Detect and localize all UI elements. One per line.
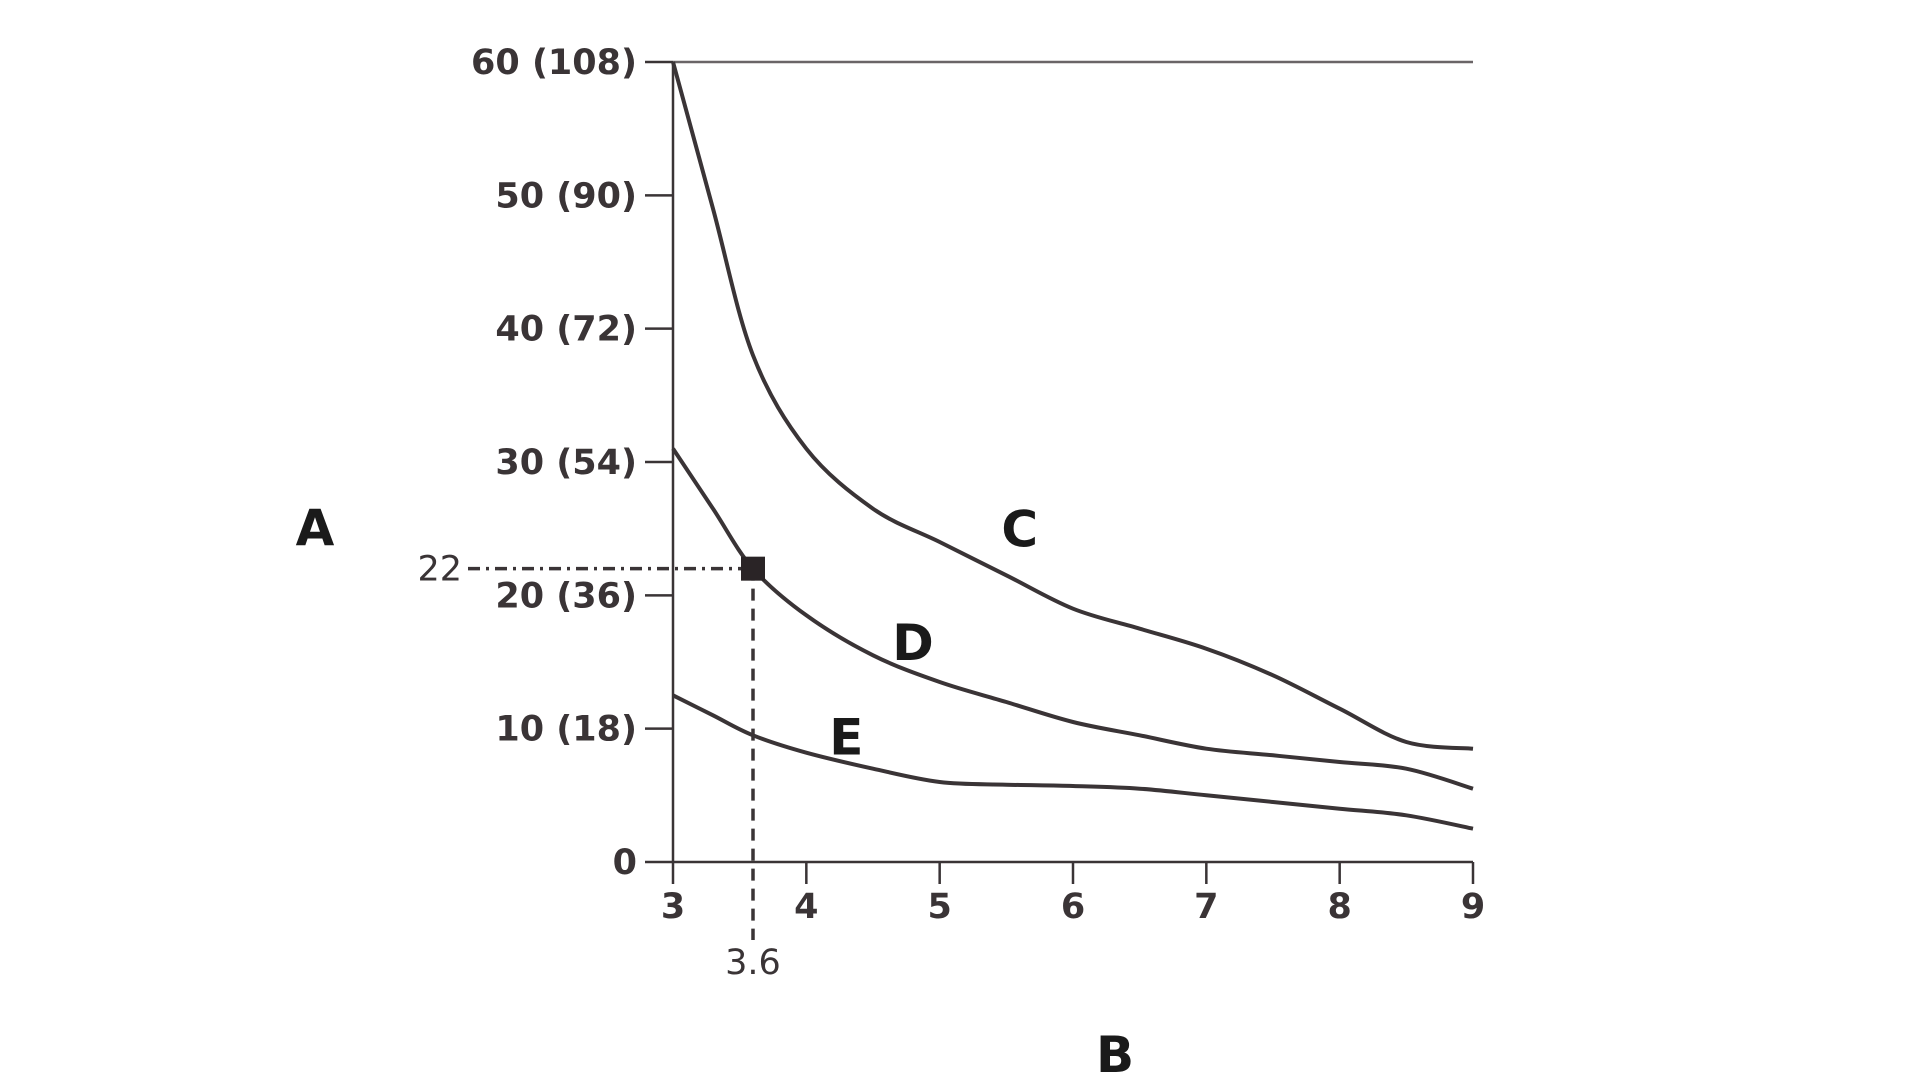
annotation-x-label: 3.6 [725, 943, 781, 983]
annotation-marker [741, 556, 765, 581]
series-line-e [672, 693, 1474, 831]
y-tick-label: 50 (90) [495, 176, 637, 216]
x-tick-label: 4 [794, 887, 818, 927]
series-curves [671, 61, 1474, 831]
x-axis-ticks: 3 4 5 6 7 8 9 [661, 862, 1485, 927]
x-tick-label: 5 [927, 887, 951, 927]
y-tick-label: 0 [613, 843, 637, 883]
series-label-e: E [829, 709, 863, 767]
series-label-c: C [1001, 501, 1038, 559]
y-axis-title: A [296, 499, 335, 557]
series-labels: C DE [829, 501, 1038, 767]
x-axis-title: B [1096, 1026, 1134, 1080]
y-tick-label: 40 (72) [495, 310, 637, 350]
annotation-y-label: 22 [417, 550, 462, 590]
x-tick-label: 7 [1194, 887, 1218, 927]
x-tick-label: 3 [661, 887, 685, 927]
series-line-d [671, 447, 1474, 791]
y-tick-label: 30 (54) [495, 443, 637, 483]
y-tick-label: 60 (108) [471, 43, 637, 83]
y-axis-ticks: 0 10 (18) 20 (36) 30 (54) 40 (72) 50 (90) 60 (… [471, 43, 673, 883]
x-tick-label: 6 [1061, 887, 1085, 927]
series-label-d: D [892, 614, 934, 672]
y-tick-label: 10 (18) [495, 710, 637, 750]
x-tick-label: 9 [1461, 887, 1485, 927]
series-line-c [671, 61, 1474, 751]
y-tick-label: 20 (36) [495, 576, 637, 616]
annotation-guides: 223.6 [417, 550, 780, 983]
x-tick-label: 8 [1327, 887, 1351, 927]
